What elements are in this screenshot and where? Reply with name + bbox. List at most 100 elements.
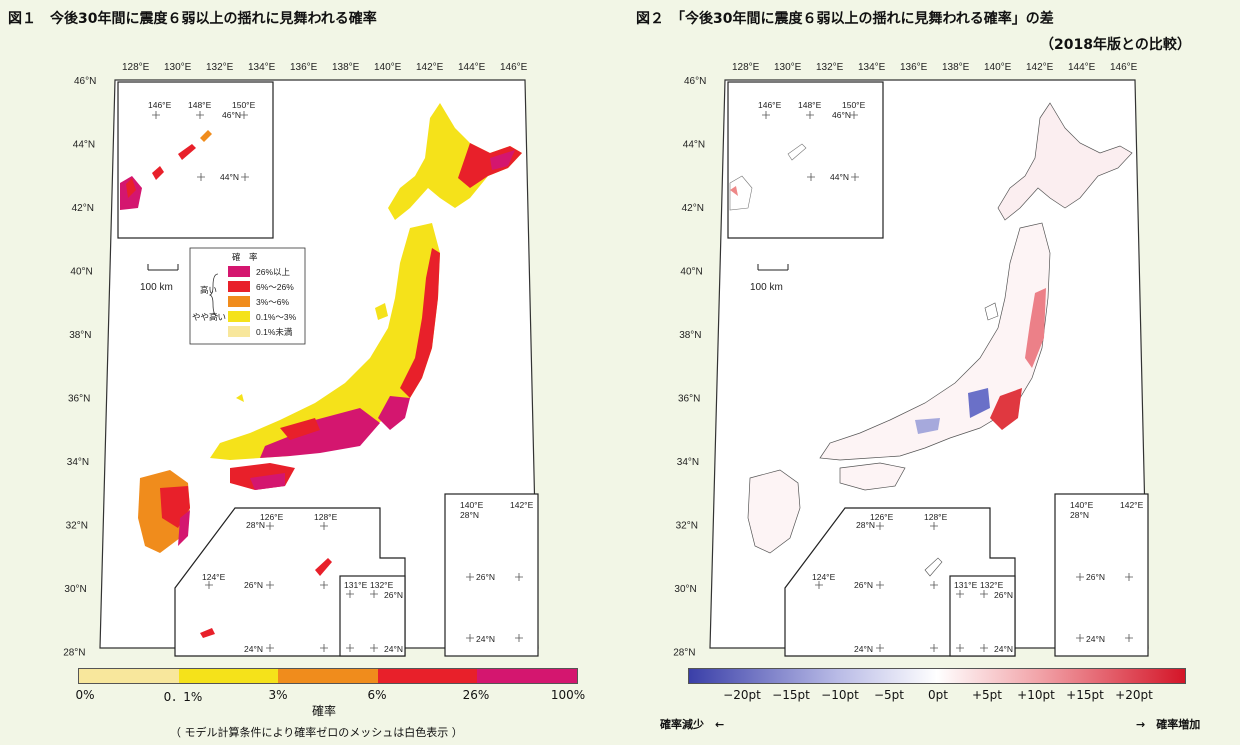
fig1-kuril-crosses <box>152 111 249 181</box>
fig2-inset-daito <box>949 575 1016 657</box>
fig2-subtitle: （2018年版との比較） <box>1040 37 1191 53</box>
fig2-ryukyu-lbl-3: 124°E <box>812 572 836 582</box>
fig1-ryukyu-lbl-3: 124°E <box>202 572 226 582</box>
fig1-kuril-lbl-3: 46°N <box>222 110 241 120</box>
fig2-shikoku <box>839 462 906 491</box>
fig2-lon-label: 128°E <box>732 62 760 73</box>
fig2-kuril-lbl-3: 46°N <box>832 110 851 120</box>
fig1-kuril-lbl-1: 148°E <box>188 100 212 110</box>
fig1-lat-label: 30°N <box>64 584 86 595</box>
fig1-ryukyu-lbl-5: 24°N <box>244 644 263 654</box>
fig2-inset-kuril <box>727 81 884 239</box>
fig1-ogasawara-lbl-1: 28°N <box>460 510 479 520</box>
fig2-lon-label: 138°E <box>942 62 970 73</box>
fig2-lat-label: 28°N <box>673 648 695 659</box>
fig1-ryukyu-lbl-1: 128°E <box>314 512 338 522</box>
fig2-ryukyu-lbl-1: 128°E <box>924 512 948 522</box>
fig1-ogasawara-lbl-4: 24°N <box>476 634 495 644</box>
fig2-chubu-decrease <box>915 418 940 434</box>
fig1-ogasawara-lbl-0: 140°E <box>460 500 484 510</box>
fig1-legend-swatch <box>228 326 250 337</box>
fig1-lon-label: 132°E <box>206 62 234 73</box>
fig2-sado <box>984 302 999 321</box>
fig2-kanto-increase <box>990 388 1022 430</box>
fig1-lon-label: 136°E <box>290 62 318 73</box>
fig2-ogasawara-lbl-3: 26°N <box>1086 572 1105 582</box>
fig1-lon-label: 146°E <box>500 62 528 73</box>
fig2-lat-label: 32°N <box>676 521 698 532</box>
fig1-daito-lbl-1: 132°E <box>370 580 394 590</box>
fig1-note: （ モデル計算条件により確率ゼロのメッシュは白色表示 ） <box>170 726 463 739</box>
fig2-scale-label: 100 km <box>750 282 783 293</box>
fig1-lon-label: 134°E <box>248 62 276 73</box>
fig2-lon-label: 146°E <box>1110 62 1138 73</box>
fig2-title: 図２ 「今後30年間に震度６弱以上の揺れに見舞われる確率」の差 <box>636 11 1054 27</box>
fig2-daito-lbl-1: 132°E <box>980 580 1004 590</box>
fig1-colorbar-seg-0 <box>79 669 179 683</box>
fig1-ryukyu-lbl-2: 28°N <box>246 520 265 530</box>
fig2-colorbar <box>688 668 1186 684</box>
fig2-inset-ogasawara <box>1054 493 1149 657</box>
fig1-lat-label: 28°N <box>63 648 85 659</box>
fig2-daito-crosses <box>956 590 988 652</box>
fig1-hokkaido-nemuro <box>490 150 515 170</box>
fig2-cb-tick: +15pt <box>1066 688 1104 702</box>
fig1-kuril-land-c <box>152 166 164 180</box>
fig1-legend-group-high: 高い <box>200 285 217 295</box>
fig1-title: 図１ 今後30年間に震度６弱以上の揺れに見舞われる確率 <box>8 11 377 27</box>
fig2-kyushu <box>747 469 801 554</box>
fig2-ryukyu-lbl-4: 26°N <box>854 580 873 590</box>
fig1-colorbar-seg-2 <box>278 669 378 683</box>
fig1-kuril-lbl-2: 150°E <box>232 100 256 110</box>
fig1-lat-label: 42°N <box>72 203 94 214</box>
fig1-lon-label: 130°E <box>164 62 192 73</box>
fig1-scale-label: 100 km <box>140 282 173 293</box>
fig2-kuril-land-a <box>729 175 753 211</box>
fig1-kuril-lbl-4: 44°N <box>220 172 239 182</box>
fig2-tohoku-increase <box>1025 288 1046 368</box>
fig1-lat-label: 46°N <box>74 76 96 87</box>
fig1-daito-lbl-2: 26°N <box>384 590 403 600</box>
fig1-okinawa <box>315 558 332 576</box>
fig2-daito-lbl-2: 26°N <box>994 590 1013 600</box>
fig2-lat-label: 34°N <box>677 457 699 468</box>
fig1-kuril-land-b <box>126 178 136 198</box>
fig1-ryukyu-crosses <box>205 522 328 652</box>
fig1-lon-label: 128°E <box>122 62 150 73</box>
fig1-honshu <box>210 223 440 460</box>
fig2-ryukyu-crosses <box>815 522 938 652</box>
fig2-lat-label: 36°N <box>678 394 700 405</box>
fig1-legend-label: 3%〜6% <box>256 297 290 307</box>
fig1-lat-label: 38°N <box>69 330 91 341</box>
fig1-map-svg: 128°E 130°E 132°E 134°E 136°E 138°E 140°E 142°E… <box>63 62 539 659</box>
fig1-legend-label: 6%〜26% <box>256 282 294 292</box>
fig1-lat-labels: 46°N 44°N 42°N 40°N 38°N 36°N 34°N 32°N 30°N 28°N <box>63 76 96 659</box>
fig1-cb-tick-0: 0% <box>75 688 95 702</box>
fig2-cb-tick: −20pt <box>723 688 761 702</box>
fig1-shikoku-south <box>250 473 285 490</box>
fig2-ogasawara-lbl-1: 28°N <box>1070 510 1089 520</box>
fig2-ogasawara-lbl-4: 24°N <box>1086 634 1105 644</box>
fig2-lat-label: 38°N <box>679 330 701 341</box>
fig1-cb-tick-2: 3% <box>268 688 288 702</box>
fig1-scale-bar <box>147 264 179 271</box>
fig2-lon-label: 140°E <box>984 62 1012 73</box>
fig2-cb-tick: +20pt <box>1115 688 1153 702</box>
fig1-kanto <box>378 396 410 430</box>
fig1-inset-daito <box>339 575 406 657</box>
fig2-honshu <box>819 222 1051 461</box>
fig2-map: 128°E 130°E 132°E 134°E 136°E 138°E 140°E 142°E… <box>670 58 1190 663</box>
fig2-lat-label: 42°N <box>682 203 704 214</box>
fig2-increase-label: → 確率増加 <box>1136 718 1201 731</box>
fig2-kuril-lbl-1: 148°E <box>798 100 822 110</box>
fig1-map: 128°E 130°E 132°E 134°E 136°E 138°E 140°E 142°E… <box>60 58 580 663</box>
fig1-hokkaido <box>388 103 522 220</box>
fig2-lat-label: 44°N <box>683 140 705 151</box>
fig2-lat-label: 30°N <box>674 584 696 595</box>
fig1-colorbar-seg-3 <box>377 669 478 683</box>
fig1-legend-items: 26%以上 6%〜26% 3%〜6% 0.1%〜3% 0.1%未満 <box>228 266 297 337</box>
fig1-cb-label: 確率 <box>312 704 337 718</box>
fig1-ryukyu-lbl-0: 126°E <box>260 512 284 522</box>
fig2-decrease-label: 確率減少 ← <box>660 718 725 731</box>
fig2-ogasawara-crosses <box>1076 573 1133 642</box>
